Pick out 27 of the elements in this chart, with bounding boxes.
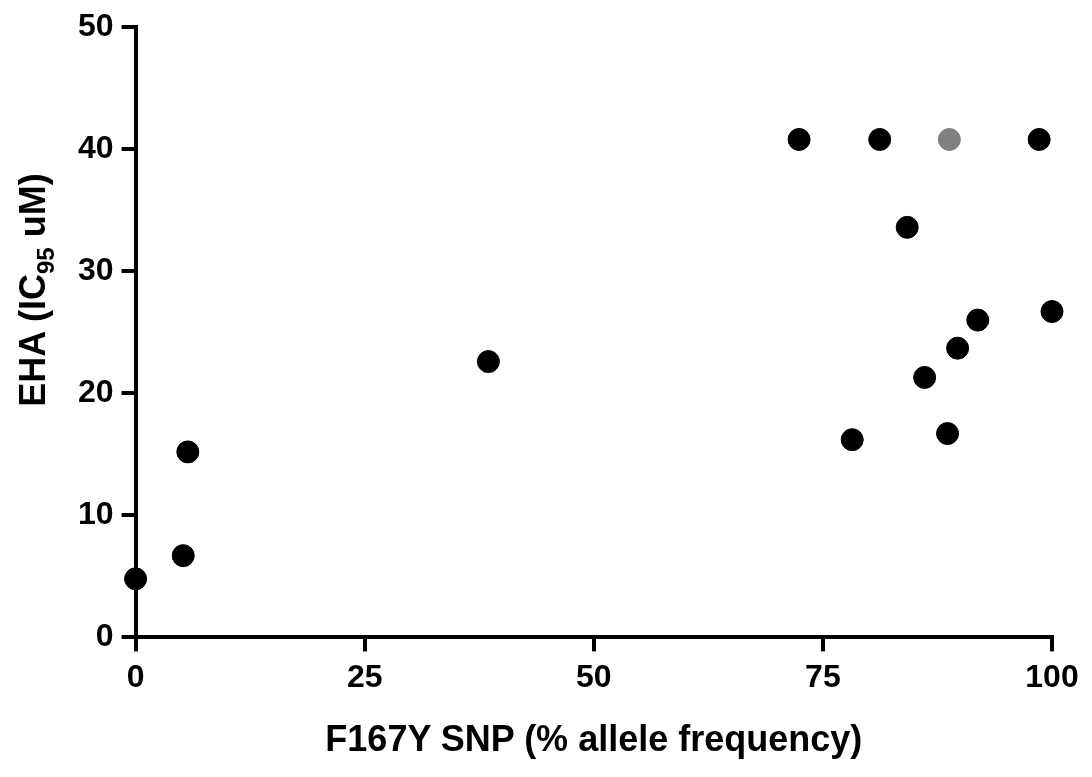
- point: [913, 365, 937, 389]
- point: [1040, 300, 1064, 324]
- y-tick-label: 40: [78, 129, 114, 166]
- point: [1027, 127, 1051, 151]
- x-tick-label: 100: [1025, 658, 1079, 695]
- point: [840, 428, 864, 452]
- point: [171, 544, 195, 568]
- x-tick-label: 50: [576, 658, 612, 695]
- y-tick-label: 20: [78, 373, 114, 410]
- point: [895, 215, 919, 239]
- x-tick-label: 25: [346, 658, 383, 695]
- y-tick-label: 0: [95, 617, 114, 654]
- y-tick-label: 30: [78, 251, 114, 288]
- point: [868, 127, 892, 151]
- x-tick-label: 75: [805, 658, 841, 695]
- y-tick-label: 10: [78, 495, 114, 532]
- point: [936, 422, 960, 446]
- point: [476, 350, 500, 374]
- x-tick-label: 0: [126, 658, 145, 695]
- x-axis-title: F167Y SNP (% allele frequency): [325, 718, 863, 760]
- point: [937, 127, 961, 151]
- point: [946, 336, 970, 360]
- point: [787, 127, 811, 151]
- point: [124, 567, 148, 591]
- point: [966, 308, 990, 332]
- y-tick-label: 50: [78, 7, 114, 44]
- point: [176, 440, 200, 464]
